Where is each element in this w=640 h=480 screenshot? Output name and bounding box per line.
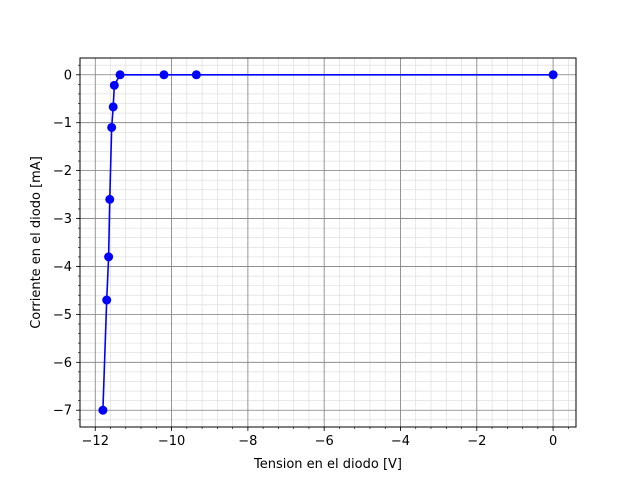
x-tick-label: −12	[82, 434, 109, 449]
x-axis-ticks: −12 −10 −8 −6 −4 −2 0	[82, 427, 569, 449]
data-point	[548, 70, 558, 80]
data-point	[105, 194, 115, 204]
data-point	[159, 70, 169, 80]
series-layer	[98, 70, 558, 415]
data-point	[104, 252, 114, 262]
plot-frame	[79, 57, 577, 428]
y-tick-label: −4	[53, 260, 72, 275]
x-axis-label: Tension en el diodo [V]	[253, 457, 402, 472]
y-tick-label: −6	[53, 356, 72, 371]
y-tick-label: −2	[53, 164, 72, 179]
x-tick-label: 0	[549, 434, 557, 449]
y-tick-label: 0	[64, 68, 72, 83]
y-tick-label: −7	[53, 404, 72, 419]
data-point	[107, 122, 117, 132]
data-point	[102, 295, 112, 305]
data-point	[109, 80, 119, 90]
data-point	[108, 102, 118, 112]
data-point	[115, 70, 125, 80]
plot-area	[80, 58, 576, 427]
data-point	[191, 70, 201, 80]
x-tick-label: −4	[391, 434, 410, 449]
x-tick-label: −10	[158, 434, 185, 449]
x-tick-label: −8	[238, 434, 257, 449]
y-axis-ticks: −7 −6 −5 −4 −3 −2 −1 0	[53, 64, 80, 421]
x-tick-label: −2	[467, 434, 486, 449]
data-point	[98, 405, 108, 415]
y-tick-label: −1	[53, 116, 72, 131]
x-tick-label: −6	[315, 434, 334, 449]
y-tick-label: −3	[53, 212, 72, 227]
y-axis-label: Corriente en el diodo [mA]	[29, 156, 44, 329]
y-tick-label: −5	[53, 308, 72, 323]
